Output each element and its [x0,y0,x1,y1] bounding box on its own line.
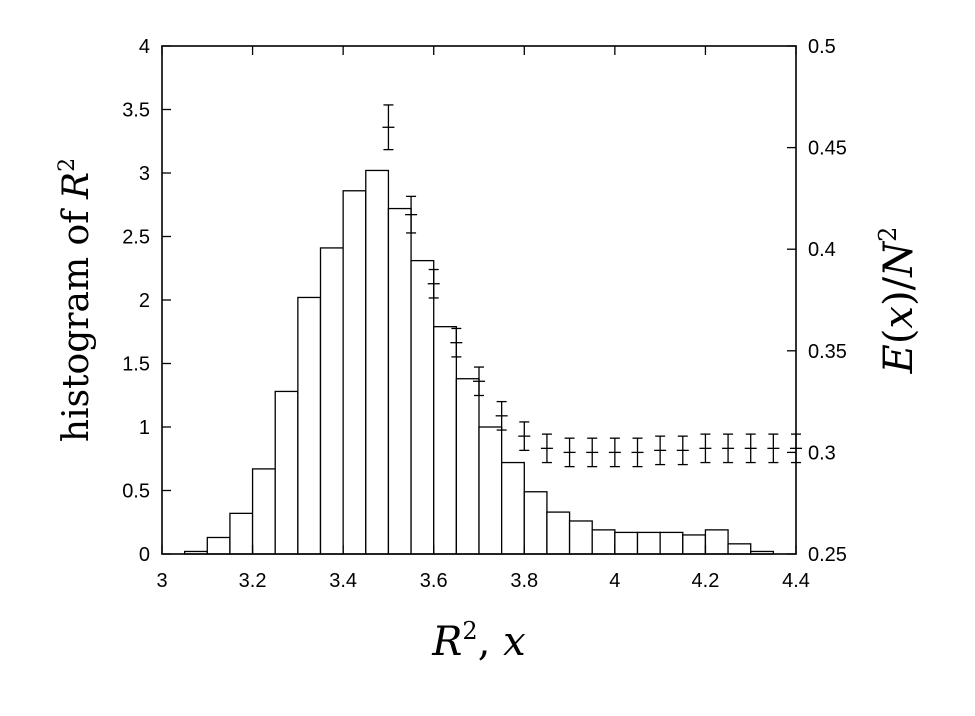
y-right-axis-title-var1: E [876,344,922,374]
histogram-bar [591,529,616,555]
histogram-bars [183,169,775,555]
histogram-bar [636,531,661,555]
y-left-tick-label: 4 [139,36,150,58]
y-right-axis-title-open: ( [876,329,922,345]
energy-point [563,437,576,468]
histogram-bar [727,543,752,555]
histogram-bar [297,296,322,555]
y-right-tick-label: 0.45 [808,138,847,160]
y-right-axis-title-close: ) [876,290,922,306]
y-right-axis-title-slash: / [876,276,922,290]
y-right-axis-title-sup: 2 [874,227,902,242]
x-tick-label: 4.4 [782,570,810,592]
energy-point [427,268,440,299]
x-tick-label: 4 [609,570,620,592]
y-left-tick-label: 1 [139,417,150,439]
energy-point [608,437,621,468]
y-left-axis-title: histogram of R2 [55,158,97,442]
y-right-tick-label: 0.25 [808,544,847,566]
energy-point [540,433,553,464]
histogram-bar [342,190,367,555]
y-right-axis-title: E(x)/N2 [874,227,922,375]
histogram-bar [365,169,390,555]
x-axis-title: R2, x [431,617,525,665]
y-right-tick-label: 0.3 [808,442,836,464]
histogram-bar [500,461,525,555]
histogram-bar [523,491,548,555]
y-right-tick-label: 0.4 [808,239,836,261]
x-axis-title-sup: 2 [462,617,477,645]
energy-point [495,400,508,431]
x-tick-label: 3.6 [420,570,448,592]
histogram-bar [206,536,231,555]
histogram-bar [682,534,707,555]
histogram-bar [704,529,729,555]
x-axis-title-base: R [431,619,462,665]
x-tick-label: 4.2 [692,570,720,592]
y-left-tick-label: 2 [139,290,150,312]
y-right-axis-title-var3: N [876,240,922,278]
y-right-axis-title-var2: x [876,306,922,329]
histogram-bar [274,390,299,555]
energy-point [518,421,531,452]
histogram-bar [546,511,571,555]
energy-point [767,433,780,464]
histogram-bar [659,531,684,555]
energy-point [654,435,667,466]
energy-point [699,433,712,464]
y-left-tick-label: 3.5 [122,100,150,122]
histogram-bar [410,259,435,555]
y-left-tick-label: 2.5 [122,227,150,249]
plot-frame [161,45,797,555]
y-left-axis-title-sup: 2 [55,158,80,172]
y-left-tick-label: 1.5 [122,354,150,376]
energy-point [676,435,689,466]
x-tick-label: 3.2 [239,570,267,592]
x-tick-label: 3.4 [329,570,357,592]
y-left-axis-title-text: histogram of [56,199,97,442]
y-left-tick-label: 0 [139,544,150,566]
histogram-bar [319,247,344,555]
y-left-tick-label: 3 [139,163,150,185]
histogram-bar [387,207,412,555]
x-tick-label: 3 [156,570,167,592]
x-axis-title-var: x [503,619,526,665]
x-axis-title-tail: , [478,619,503,665]
y-left-axis-title-var: R [56,172,97,200]
energy-point [473,366,485,397]
energy-point [382,104,395,151]
energy-point [631,437,644,468]
histogram-bar [251,468,276,555]
x-tick-label: 3.8 [510,570,538,592]
energy-point [586,437,599,468]
histogram-bar [614,531,639,555]
energy-point [722,433,735,464]
energy-error-bars [382,104,802,468]
histogram-bar [478,426,503,555]
histogram-bar [568,520,593,555]
y-right-tick-label: 0.5 [808,36,836,58]
energy-point [450,327,463,358]
energy-point [405,195,418,234]
y-left-tick-label: 0.5 [122,481,150,503]
energy-point [744,433,757,464]
y-right-tick-label: 0.35 [808,341,847,363]
histogram-bar [455,378,480,555]
histogram-bar [229,512,254,555]
histogram-bar [433,326,458,555]
